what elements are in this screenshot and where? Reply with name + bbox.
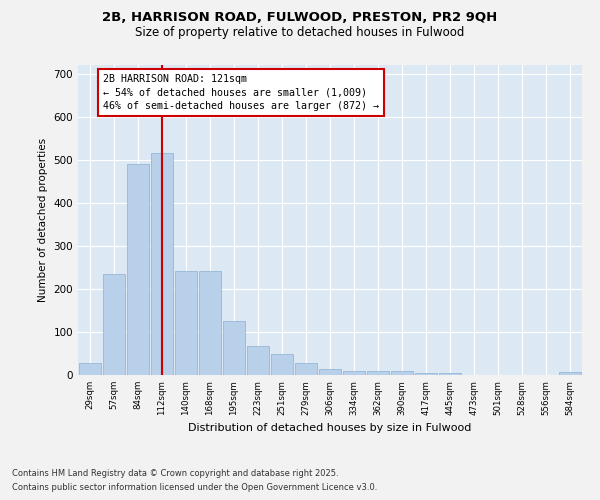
Bar xyxy=(343,370,365,375)
Bar xyxy=(295,363,317,375)
Text: 2B, HARRISON ROAD, FULWOOD, PRESTON, PR2 9QH: 2B, HARRISON ROAD, FULWOOD, PRESTON, PR2… xyxy=(103,11,497,24)
Bar xyxy=(127,164,149,375)
Bar xyxy=(391,370,413,375)
Text: 2B HARRISON ROAD: 121sqm
← 54% of detached houses are smaller (1,009)
46% of sem: 2B HARRISON ROAD: 121sqm ← 54% of detach… xyxy=(103,74,379,110)
Bar xyxy=(151,154,173,375)
Bar xyxy=(319,370,341,375)
Bar xyxy=(199,271,221,375)
X-axis label: Distribution of detached houses by size in Fulwood: Distribution of detached houses by size … xyxy=(188,423,472,433)
Bar xyxy=(247,346,269,375)
Bar xyxy=(79,363,101,375)
Text: Contains HM Land Registry data © Crown copyright and database right 2025.: Contains HM Land Registry data © Crown c… xyxy=(12,468,338,477)
Bar xyxy=(559,372,581,375)
Bar xyxy=(367,370,389,375)
Bar xyxy=(271,354,293,375)
Bar xyxy=(175,271,197,375)
Bar xyxy=(415,373,437,375)
Y-axis label: Number of detached properties: Number of detached properties xyxy=(38,138,48,302)
Text: Size of property relative to detached houses in Fulwood: Size of property relative to detached ho… xyxy=(136,26,464,39)
Bar xyxy=(439,373,461,375)
Text: Contains public sector information licensed under the Open Government Licence v3: Contains public sector information licen… xyxy=(12,484,377,492)
Bar xyxy=(223,321,245,375)
Bar xyxy=(103,274,125,375)
